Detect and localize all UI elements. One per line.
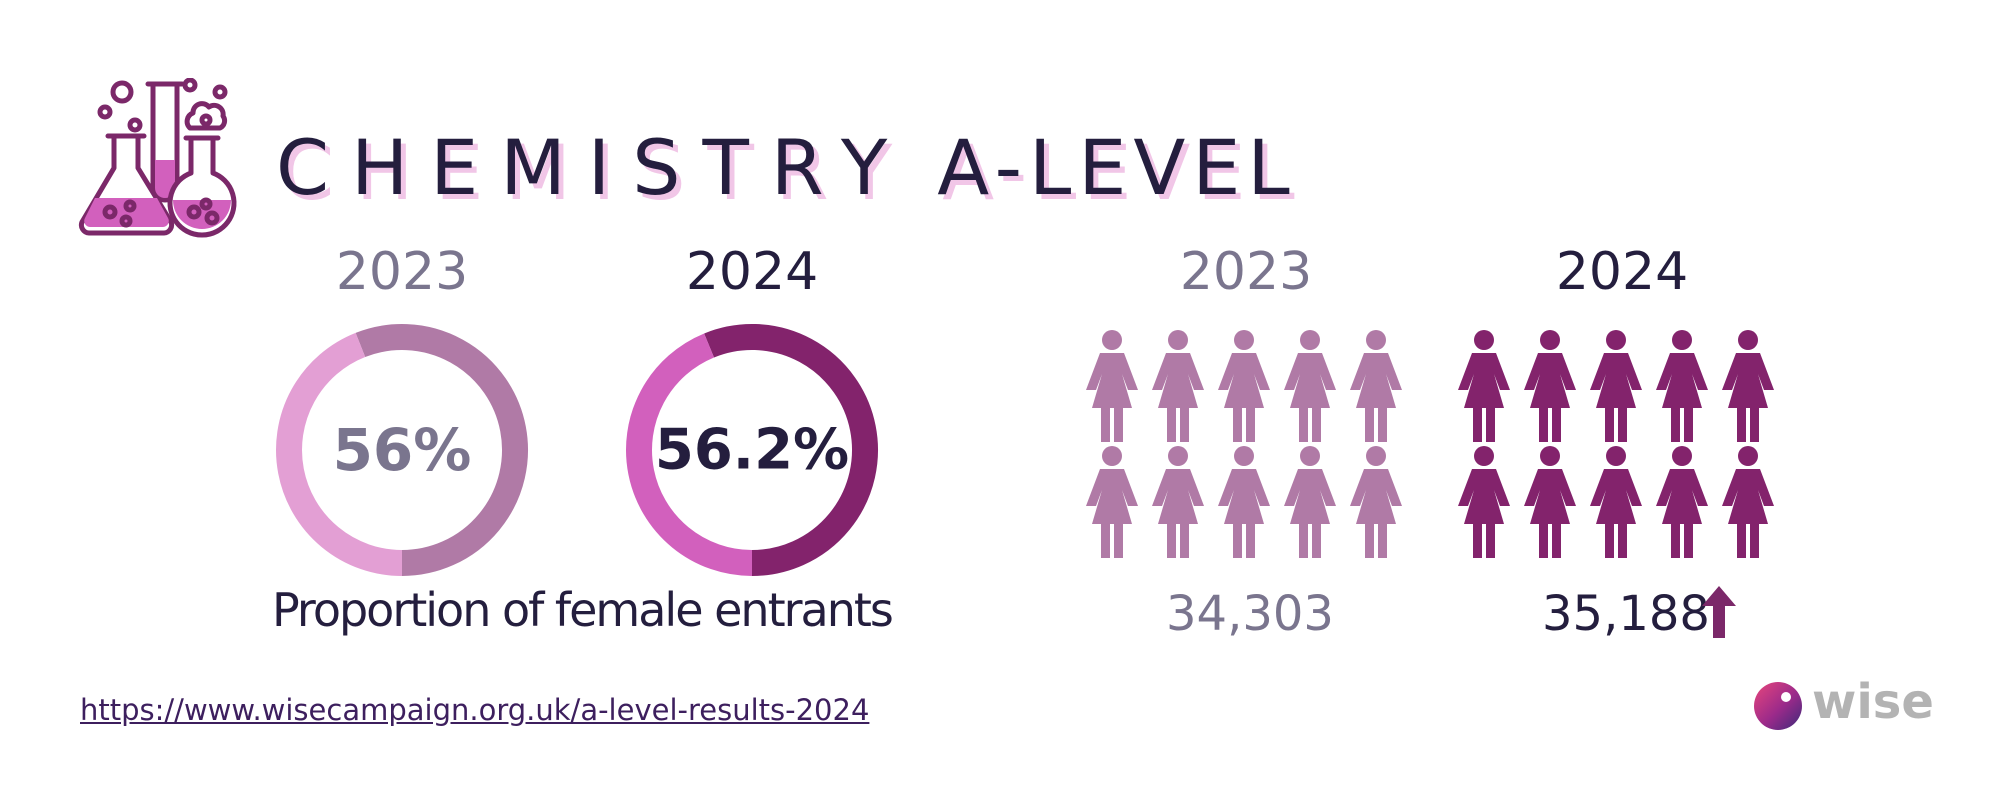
flask-icon — [78, 78, 237, 238]
female-figure-icon — [1086, 446, 1138, 558]
female-figure-icon — [1656, 330, 1708, 442]
female-figure-icon — [1350, 330, 1402, 442]
figures-year-2024: 2024 — [1555, 242, 1689, 302]
title-word-level: A-LEVEL — [937, 123, 1297, 212]
donut-chart-2024: 56.2% — [626, 324, 878, 576]
female-figure-icon — [1086, 330, 1138, 442]
donut-caption: Proportion of female entrants — [272, 583, 894, 637]
donut-chart-2023: 56% — [276, 324, 529, 576]
wise-wordmark: wise — [1812, 674, 1934, 730]
entrants-count-2023: 34,303 — [1166, 586, 1334, 642]
female-figure-icon — [1218, 446, 1270, 558]
female-figure-icon — [1590, 330, 1642, 442]
female-figure-icon — [1284, 446, 1336, 558]
donut-year-2024: 2024 — [685, 242, 819, 302]
female-figure-icon — [1722, 330, 1774, 442]
female-figure-icon — [1458, 330, 1510, 442]
female-figure-icon — [1590, 446, 1642, 558]
female-figure-icon — [1458, 446, 1510, 558]
donut-2024-value-label: 56.2% — [655, 418, 849, 483]
female-figure-icon — [1524, 446, 1576, 558]
figures-year-2023: 2023 — [1179, 242, 1313, 302]
donut-2023-female-segment — [355, 324, 529, 576]
up-arrow-icon — [1702, 586, 1736, 638]
female-figure-icon — [1152, 330, 1204, 442]
page-title: CHEMISTRY A-LEVEL — [276, 118, 1297, 218]
title-word-subject: CHEMISTRY — [276, 123, 910, 212]
wise-logo-mark — [1754, 682, 1802, 730]
source-link[interactable]: https://www.wisecampaign.org.uk/a-level-… — [80, 693, 870, 727]
donut-year-2023: 2023 — [335, 242, 469, 302]
female-figure-icon — [1284, 330, 1336, 442]
female-figure-icon — [1656, 446, 1708, 558]
donut-2024-remainder-segment — [626, 333, 753, 576]
female-figure-icon — [1218, 330, 1270, 442]
female-figures-2023 — [1086, 330, 1402, 558]
donut-2023-value-label: 56% — [333, 416, 472, 484]
entrants-count-2024: 35,188 — [1542, 586, 1710, 642]
female-figure-icon — [1722, 446, 1774, 558]
donut-2024-female-segment — [704, 324, 878, 576]
female-figure-icon — [1524, 330, 1576, 442]
female-figure-icon — [1350, 446, 1402, 558]
female-figures-2024 — [1458, 330, 1774, 558]
female-figure-icon — [1152, 446, 1204, 558]
donut-2023-remainder-segment — [276, 332, 403, 576]
